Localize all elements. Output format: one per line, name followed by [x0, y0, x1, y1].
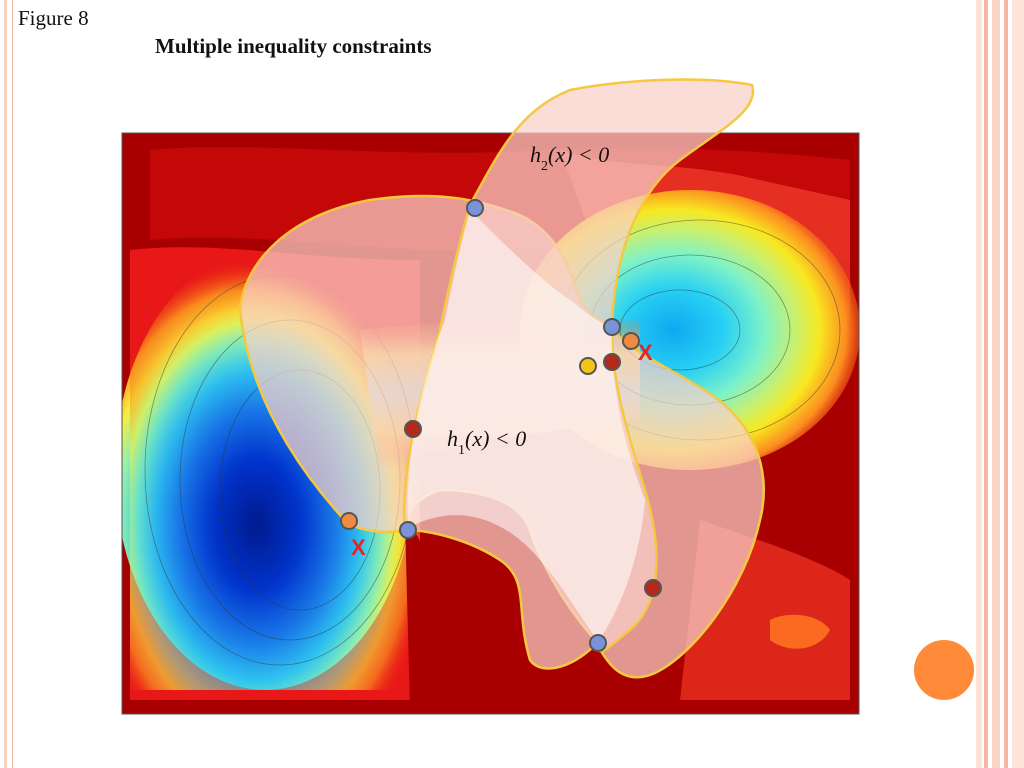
boundary-point — [399, 521, 417, 539]
x-marker-left: X — [351, 535, 366, 560]
interior-point — [644, 579, 662, 597]
start-point — [579, 357, 597, 375]
x-marker-right: X — [638, 340, 653, 365]
intersection-region — [407, 210, 645, 642]
boundary-point — [589, 634, 607, 652]
h2-constraint-label: h2(x) < 0 — [530, 142, 609, 174]
decorative-orange-circle — [914, 640, 974, 700]
figure-label: Figure 8 — [18, 6, 89, 30]
interior-point — [404, 420, 422, 438]
left-border-decoration — [0, 0, 13, 768]
interior-point — [603, 353, 621, 371]
optimum-point — [340, 512, 358, 530]
optimum-point — [622, 332, 640, 350]
h1-constraint-label: h1(x) < 0 — [447, 426, 526, 458]
slide-title: Multiple inequality constraints — [155, 34, 432, 58]
right-border-decoration — [976, 0, 1024, 768]
boundary-point — [466, 199, 484, 217]
boundary-point — [603, 318, 621, 336]
